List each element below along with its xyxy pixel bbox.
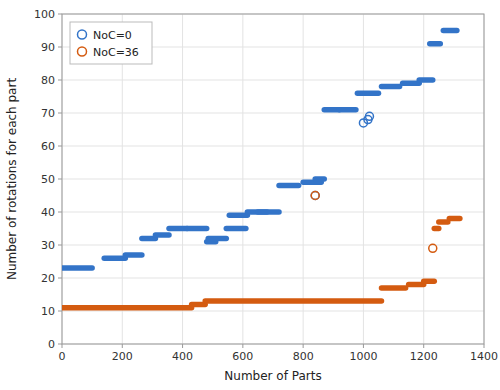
step-segment bbox=[430, 41, 441, 47]
step-segment bbox=[62, 305, 192, 311]
y-tick-label: 40 bbox=[41, 206, 55, 219]
y-grid-line bbox=[62, 146, 484, 147]
grid bbox=[62, 14, 484, 344]
x-tick bbox=[182, 344, 183, 348]
x-tick-label: 1400 bbox=[470, 350, 498, 363]
legend-label: NoC=36 bbox=[93, 46, 139, 59]
y-grid-line bbox=[62, 245, 484, 246]
y-tick bbox=[58, 179, 62, 180]
x-tick bbox=[242, 344, 243, 348]
x-tick bbox=[363, 344, 364, 348]
y-tick-label: 10 bbox=[41, 305, 55, 318]
step-segment bbox=[258, 209, 279, 215]
plot-frame bbox=[62, 14, 484, 344]
series-segments bbox=[62, 31, 457, 269]
legend: NoC=0 NoC=36 bbox=[70, 22, 152, 64]
series-points bbox=[311, 192, 437, 253]
step-segment bbox=[104, 255, 125, 261]
y-grid-line bbox=[62, 179, 484, 180]
step-segment bbox=[187, 226, 207, 232]
step-segment bbox=[155, 232, 169, 238]
y-tick-label: 90 bbox=[41, 41, 55, 54]
legend-marker bbox=[78, 30, 87, 39]
step-segment bbox=[205, 298, 381, 304]
x-tick-label: 800 bbox=[293, 350, 314, 363]
step-segment bbox=[382, 84, 400, 90]
step-segment bbox=[315, 176, 324, 182]
x-tick-label: 200 bbox=[112, 350, 133, 363]
x-tick bbox=[303, 344, 304, 348]
legend-box bbox=[70, 22, 152, 64]
step-segment bbox=[357, 90, 378, 96]
y-grid-line bbox=[62, 113, 484, 114]
step-segment bbox=[208, 236, 226, 242]
x-tick-label: 400 bbox=[172, 350, 193, 363]
y-tick bbox=[58, 344, 62, 345]
legend-marker bbox=[78, 47, 87, 56]
y-grid-line bbox=[62, 212, 484, 213]
transition-marker bbox=[429, 244, 437, 252]
step-segment bbox=[449, 216, 460, 222]
y-grid-line bbox=[62, 278, 484, 279]
y-tick bbox=[58, 245, 62, 246]
data bbox=[62, 31, 460, 308]
series-segments bbox=[62, 219, 460, 308]
step-segment bbox=[339, 107, 356, 113]
step-segment bbox=[279, 183, 299, 189]
step-segment bbox=[226, 226, 246, 232]
transition-marker bbox=[311, 192, 319, 200]
x-axis-label: Number of Parts bbox=[224, 369, 321, 383]
transition-marker bbox=[365, 112, 373, 120]
step-segment bbox=[125, 252, 142, 258]
y-tick-label: 80 bbox=[41, 74, 55, 87]
y-tick bbox=[58, 212, 62, 213]
y-tick-label: 30 bbox=[41, 239, 55, 252]
y-tick bbox=[58, 278, 62, 279]
y-grid-line bbox=[62, 80, 484, 81]
y-tick bbox=[58, 146, 62, 147]
x-tick-label: 1200 bbox=[410, 350, 438, 363]
step-segment bbox=[439, 219, 448, 225]
step-segment bbox=[434, 226, 439, 232]
x-tick bbox=[484, 344, 485, 348]
y-grid-line bbox=[62, 311, 484, 312]
x-tick-label: 1000 bbox=[349, 350, 377, 363]
chart: 0 200 400 600 800 1000 1200 1400 0 10 20 30 40 50 60 70… bbox=[0, 0, 500, 390]
step-segment bbox=[443, 28, 457, 34]
y-tick bbox=[58, 113, 62, 114]
x-tick bbox=[122, 344, 123, 348]
x-tick-label: 0 bbox=[59, 350, 66, 363]
y-tick-label: 70 bbox=[41, 107, 55, 120]
y-tick-label: 0 bbox=[48, 338, 55, 351]
y-tick bbox=[58, 14, 62, 15]
step-segment bbox=[403, 81, 420, 87]
x-tick-label: 600 bbox=[232, 350, 253, 363]
y-tick bbox=[58, 311, 62, 312]
step-segment bbox=[62, 265, 92, 271]
step-segment bbox=[382, 285, 406, 291]
x-tick bbox=[423, 344, 424, 348]
y-tick bbox=[58, 47, 62, 48]
axes: 0 200 400 600 800 1000 1200 1400 0 10 20 30 40 50 60 70… bbox=[34, 8, 498, 363]
y-tick-label: 60 bbox=[41, 140, 55, 153]
step-segment bbox=[424, 279, 435, 285]
y-tick bbox=[58, 80, 62, 81]
x-tick bbox=[62, 344, 63, 348]
y-tick-label: 100 bbox=[34, 8, 55, 21]
step-segment bbox=[229, 213, 247, 219]
transition-marker bbox=[311, 192, 319, 200]
y-tick-label: 20 bbox=[41, 272, 55, 285]
legend-label: NoC=0 bbox=[93, 29, 132, 42]
y-tick-label: 50 bbox=[41, 173, 55, 186]
series-points bbox=[311, 112, 373, 199]
step-segment bbox=[419, 77, 433, 83]
y-axis-label: Number of rotations for each part bbox=[5, 78, 19, 280]
plot-background bbox=[62, 14, 484, 344]
